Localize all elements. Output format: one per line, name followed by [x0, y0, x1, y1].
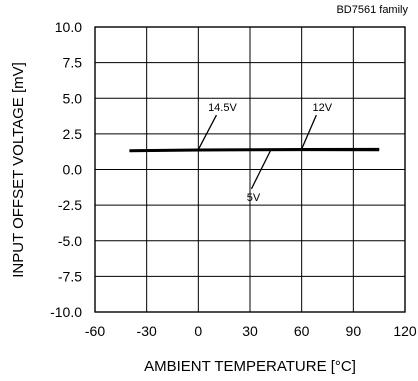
y-tick-label: -7.5	[58, 268, 82, 284]
x-tick-label: -30	[137, 323, 157, 339]
x-tick-label: 120	[393, 323, 417, 339]
x-tick-label: 30	[242, 323, 258, 339]
annotation-label: 14.5V	[208, 102, 237, 114]
x-tick-label: -60	[85, 323, 105, 339]
annotation-leader	[301, 114, 317, 150]
series-line	[129, 149, 380, 153]
x-axis-title: AMBIENT TEMPERATURE [°C]	[144, 358, 356, 375]
annotation-label: 5V	[247, 192, 261, 204]
x-tick-labels: -60 -30 0 30 60 90 120	[85, 323, 417, 339]
y-tick-labels: 10.0 7.5 5.0 2.5 0.0 -2.5 -5.0 -7.5 -10.0	[50, 19, 82, 320]
series-lines	[129, 147, 380, 153]
annotation-leader	[197, 114, 218, 150]
y-tick-label: 5.0	[63, 90, 83, 106]
y-tick-label: 2.5	[63, 126, 83, 142]
x-tick-label: 60	[294, 323, 310, 339]
annotations: 14.5V 12V 5V	[197, 102, 333, 204]
y-tick-label: 0.0	[63, 162, 83, 178]
y-tick-label: 7.5	[63, 55, 83, 71]
x-tick-label: 0	[194, 323, 202, 339]
y-axis-title: INPUT OFFSET VOLTAGE [mV]	[10, 62, 27, 278]
annotation-leader	[250, 149, 272, 190]
y-tick-label: -5.0	[58, 233, 82, 249]
y-tick-label: -2.5	[58, 197, 82, 213]
grid-lines	[94, 26, 406, 313]
annotation-label: 12V	[313, 102, 333, 114]
plot-frame	[94, 26, 406, 313]
y-tick-label: 10.0	[55, 19, 82, 35]
x-tick-label: 90	[346, 323, 362, 339]
y-tick-label: -10.0	[50, 304, 82, 320]
chart-tag: BD7561 family	[336, 4, 408, 16]
